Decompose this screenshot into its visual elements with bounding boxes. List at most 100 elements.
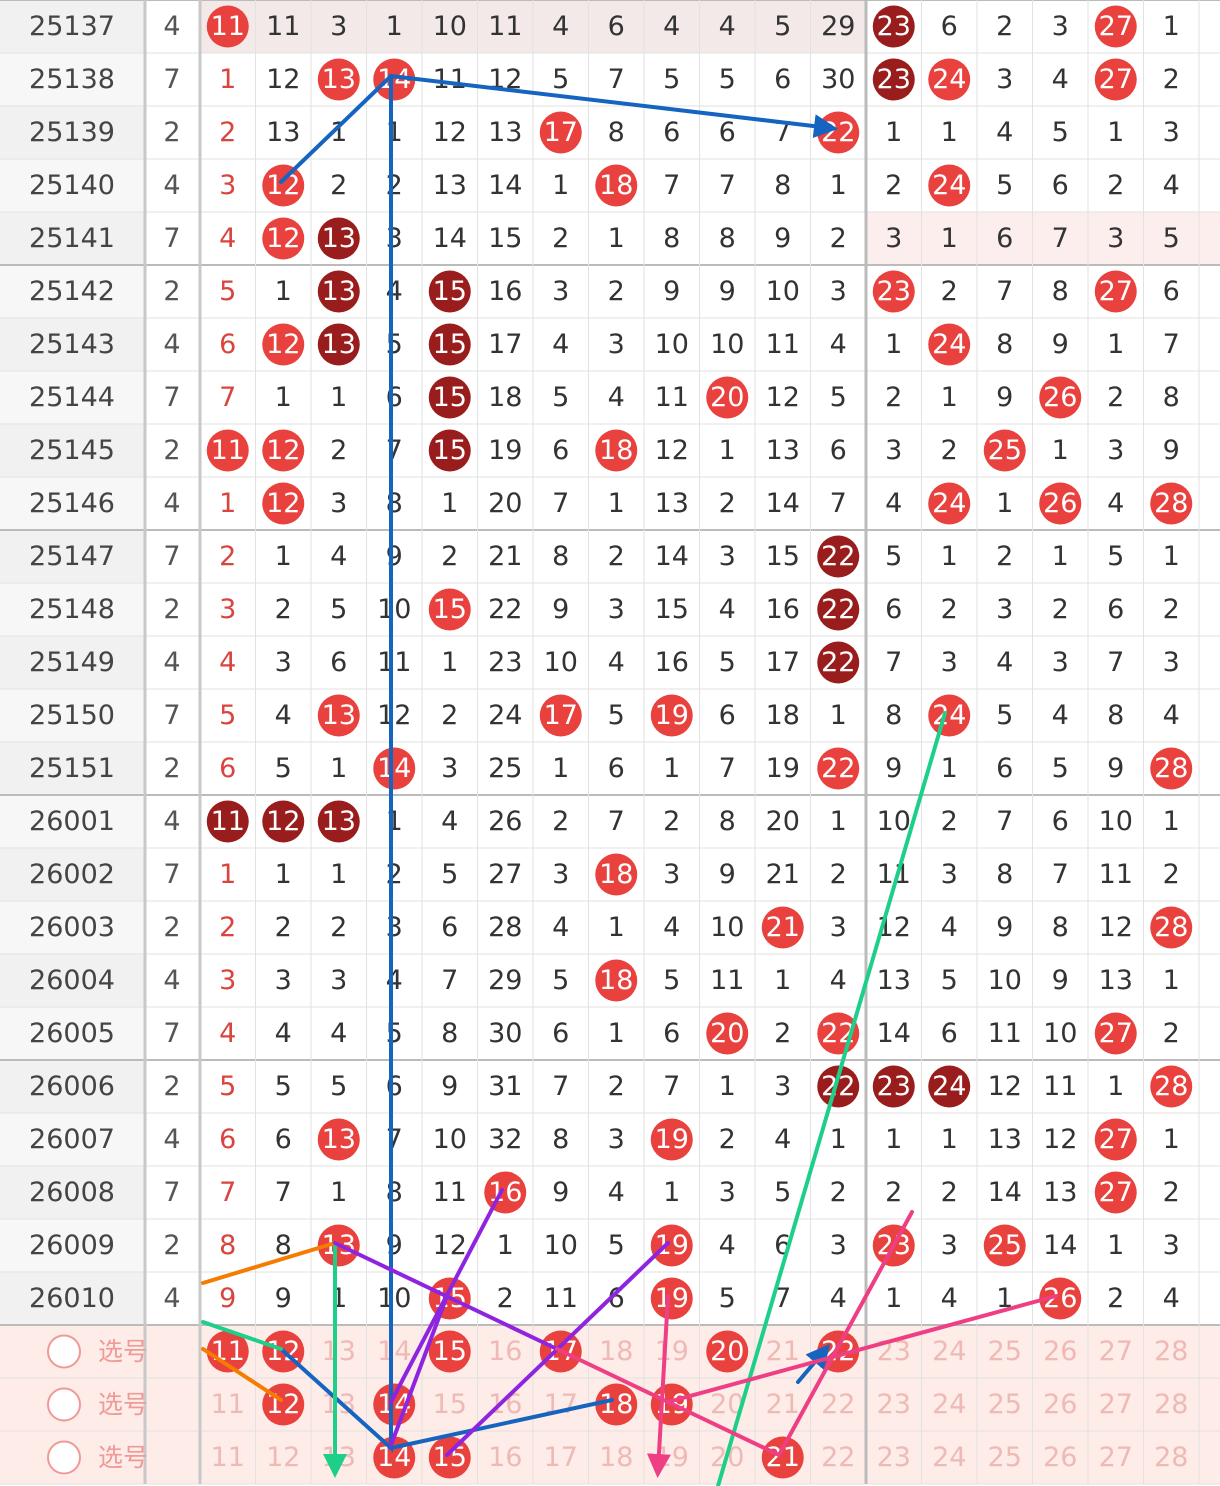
cell-number: 1 [941, 541, 958, 572]
cell-number: 5 [774, 1177, 791, 1208]
cell-number: 3 [608, 329, 625, 360]
ball-number: 18 [599, 859, 633, 890]
cell-number: 6 [219, 329, 236, 360]
cell-number: 1 [330, 1177, 347, 1208]
cell-number: 6 [885, 594, 902, 625]
cell-number: 1 [330, 382, 347, 413]
period: 26010 [29, 1283, 115, 1314]
cell-number: 1 [996, 1283, 1013, 1314]
cell-number: 2 [996, 11, 1013, 42]
cell-number: 6 [608, 11, 625, 42]
cell-number: 6 [774, 64, 791, 95]
ball-number: 12 [266, 170, 300, 201]
cell-number: 2 [552, 223, 569, 254]
green-line [716, 711, 947, 1486]
cell-number: 21 [766, 1336, 800, 1367]
cell-number: 4 [996, 117, 1013, 148]
cell-number: 1 [330, 859, 347, 890]
cell-number: 12 [1043, 1124, 1077, 1155]
ball-number: 24 [932, 64, 966, 95]
cell-number: 4 [830, 1283, 847, 1314]
cell-number: 5 [608, 700, 625, 731]
ball-number: 27 [1099, 11, 1133, 42]
ball [983, 429, 1026, 472]
period: 26001 [29, 806, 115, 837]
ball [206, 1330, 249, 1373]
ball [761, 1436, 804, 1479]
cell-number: 23 [488, 647, 522, 678]
ball [373, 58, 416, 101]
cell-number: 5 [774, 11, 791, 42]
cell-number: 13 [1043, 1177, 1077, 1208]
ball-number: 19 [655, 700, 689, 731]
cell-number: 12 [988, 1071, 1022, 1102]
cell-number: 2 [441, 541, 458, 572]
cell-number: 6 [663, 117, 680, 148]
period: 26002 [29, 859, 115, 890]
cell-number: 21 [766, 1389, 800, 1420]
cell-number: 3 [885, 223, 902, 254]
cell-number: 7 [663, 1071, 680, 1102]
cell-number: 19 [766, 753, 800, 784]
period-bg [0, 318, 145, 371]
digit: 2 [163, 753, 180, 784]
cell-number: 5 [719, 64, 736, 95]
digit: 2 [163, 1230, 180, 1261]
digit: 4 [163, 965, 180, 996]
ball [595, 429, 638, 472]
period-bg [0, 1219, 145, 1272]
pink-line [646, 1294, 671, 1478]
ball [206, 5, 249, 48]
ball [872, 5, 915, 48]
ball [317, 217, 360, 260]
cell-number: 16 [488, 276, 522, 307]
period-bg [0, 795, 145, 848]
ball-number: 18 [599, 1389, 633, 1420]
ball-number: 13 [322, 64, 356, 95]
period-bg [0, 636, 145, 689]
cell-number: 14 [988, 1177, 1022, 1208]
cell-number: 2 [1107, 382, 1124, 413]
period: 25146 [29, 488, 115, 519]
period-bg [0, 1007, 145, 1060]
cell-number: 17 [544, 1442, 578, 1473]
cell-number: 1 [386, 11, 403, 42]
cell-number: 7 [219, 382, 236, 413]
ball-number: 20 [710, 382, 744, 413]
ball-number: 12 [266, 329, 300, 360]
period-bg [0, 742, 145, 795]
row-tint [866, 212, 1220, 265]
cell-number: 17 [488, 329, 522, 360]
cell-number: 19 [488, 435, 522, 466]
cell-number: 24 [488, 700, 522, 731]
cell-number: 1 [885, 1124, 902, 1155]
cell-number: 2 [219, 541, 236, 572]
cell-number: 1 [1163, 11, 1180, 42]
ball-number: 11 [211, 11, 245, 42]
cell-number: 1 [608, 912, 625, 943]
ball-number: 25 [988, 1230, 1022, 1261]
cell-number: 1 [275, 859, 292, 890]
cell-number: 4 [663, 912, 680, 943]
cell-number: 18 [599, 1442, 633, 1473]
period: 25142 [29, 276, 115, 307]
ball [1150, 906, 1193, 949]
cell-number: 3 [719, 541, 736, 572]
period-bg [0, 159, 145, 212]
digit: 4 [163, 170, 180, 201]
cell-number: 1 [219, 488, 236, 519]
ball [928, 164, 971, 207]
cell-number: 1 [1107, 1230, 1124, 1261]
cell-number: 4 [941, 912, 958, 943]
ball-number: 17 [544, 700, 578, 731]
cell-number: 1 [941, 753, 958, 784]
period: 26008 [29, 1177, 115, 1208]
cell-number: 9 [275, 1283, 292, 1314]
ball-number: 15 [433, 1442, 467, 1473]
digit: 2 [163, 276, 180, 307]
ball [1094, 1118, 1137, 1161]
ball [1150, 1065, 1193, 1108]
ball [1094, 1012, 1137, 1055]
ball [872, 58, 915, 101]
cell-number: 6 [441, 912, 458, 943]
